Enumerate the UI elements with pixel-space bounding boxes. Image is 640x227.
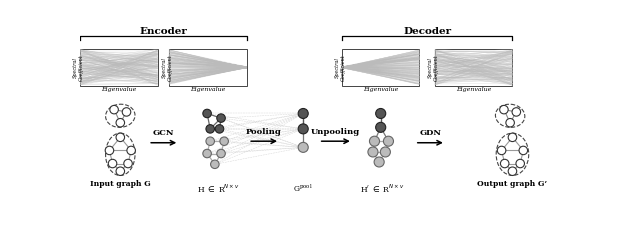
Text: Input graph G: Input graph G [90,180,150,188]
Circle shape [217,114,225,122]
Text: Spectral
Coefficient: Spectral Coefficient [73,54,84,81]
Circle shape [203,109,211,118]
Text: Eigenvalue: Eigenvalue [363,87,398,92]
Bar [342,49,419,86]
Text: Decoder: Decoder [403,27,451,36]
Text: GDN: GDN [419,129,442,137]
Bar [80,49,157,86]
Text: Eigenvalue: Eigenvalue [101,87,136,92]
Circle shape [108,159,117,168]
Circle shape [116,133,125,142]
Text: G$^{\mathregular{pool}}$: G$^{\mathregular{pool}}$ [293,183,313,195]
Circle shape [506,118,515,127]
Circle shape [512,108,520,116]
Circle shape [298,124,308,134]
Circle shape [206,137,214,146]
Text: Pooling: Pooling [246,128,282,136]
Circle shape [368,147,378,157]
Circle shape [519,146,527,155]
Text: Eigenvalue: Eigenvalue [456,87,492,92]
Text: Unpooling: Unpooling [311,128,360,136]
Bar [435,49,513,86]
Circle shape [105,146,114,155]
Circle shape [500,159,509,168]
Circle shape [298,142,308,152]
Circle shape [127,146,136,155]
Circle shape [217,149,225,158]
Text: Encoder: Encoder [140,27,188,36]
Circle shape [508,133,516,142]
Circle shape [516,159,524,168]
Circle shape [508,167,516,175]
Circle shape [220,137,228,146]
Circle shape [110,105,118,114]
Circle shape [116,167,125,175]
Circle shape [206,125,214,133]
Text: H$'$ $\in$ R$^{N\times v}$: H$'$ $\in$ R$^{N\times v}$ [360,183,404,195]
Circle shape [369,136,380,146]
Circle shape [500,105,508,114]
Circle shape [374,157,384,167]
Circle shape [203,149,211,158]
Circle shape [211,160,219,168]
Circle shape [376,109,386,118]
Text: GCN: GCN [153,129,175,137]
Circle shape [497,146,506,155]
Text: Spectral
Coefficient: Spectral Coefficient [162,54,173,81]
Circle shape [298,109,308,118]
Circle shape [383,136,394,146]
Bar [169,49,246,86]
Text: H $\in$ R$^{N\times v}$: H $\in$ R$^{N\times v}$ [196,183,239,195]
Circle shape [376,122,386,132]
Text: Eigenvalue: Eigenvalue [190,87,225,92]
Circle shape [122,108,131,116]
Text: Output graph G’: Output graph G’ [477,180,547,188]
Circle shape [124,159,132,168]
Circle shape [215,125,224,133]
Circle shape [116,118,125,127]
Text: Spectral
Coefficient: Spectral Coefficient [428,54,439,81]
Text: Spectral
Coefficient: Spectral Coefficient [335,54,346,81]
Circle shape [380,147,390,157]
